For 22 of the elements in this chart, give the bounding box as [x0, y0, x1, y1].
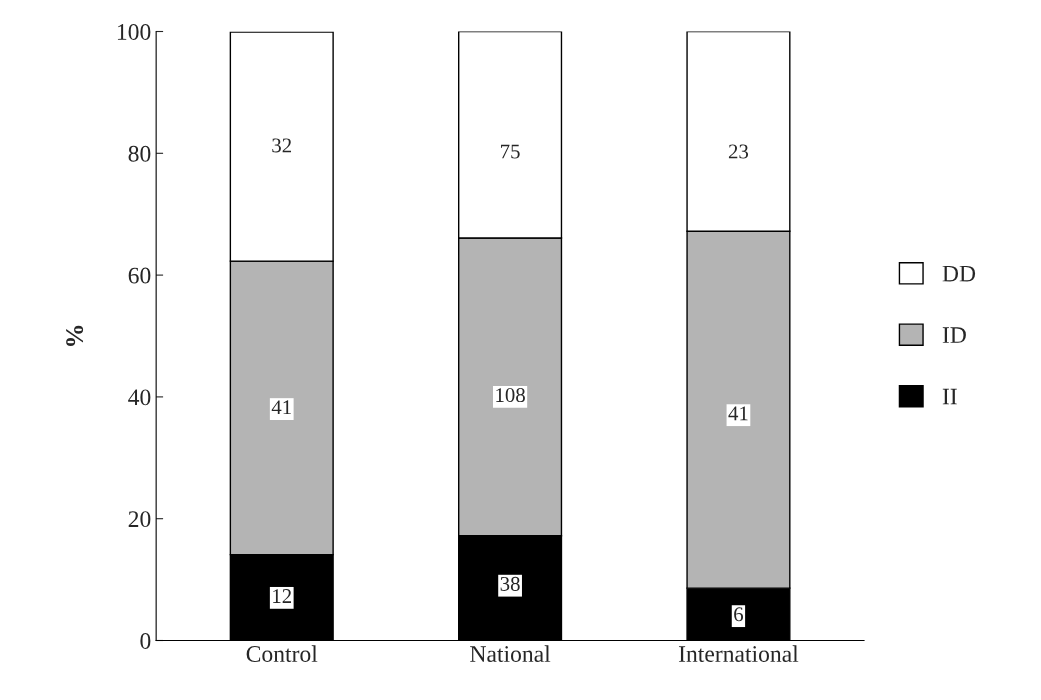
legend-label: II	[942, 388, 957, 405]
y-tick-label: 20	[128, 511, 151, 528]
annotation: 75	[501, 144, 520, 159]
annotation: 41	[271, 400, 291, 415]
y-tick-label: 100	[117, 23, 151, 40]
legend-label: DD	[942, 265, 976, 282]
y-axis-title: %	[66, 325, 84, 346]
annotation: 38	[500, 576, 520, 591]
x-tick-label: International	[678, 645, 799, 662]
annotation: 6	[734, 607, 744, 622]
annotation: 32	[272, 138, 292, 153]
legend-label: ID	[942, 327, 966, 343]
annotation: 23	[728, 144, 749, 159]
y-tick-label: 0	[140, 632, 151, 649]
annotation: 108	[496, 388, 525, 403]
annotation: 12	[273, 589, 292, 603]
y-tick-label: 80	[128, 145, 151, 162]
annotation: 41	[728, 406, 748, 421]
y-tick-label: 40	[128, 389, 151, 406]
x-tick-label: National	[470, 645, 551, 662]
x-tick-label: Control	[246, 645, 318, 662]
y-tick-label: 60	[128, 267, 151, 284]
